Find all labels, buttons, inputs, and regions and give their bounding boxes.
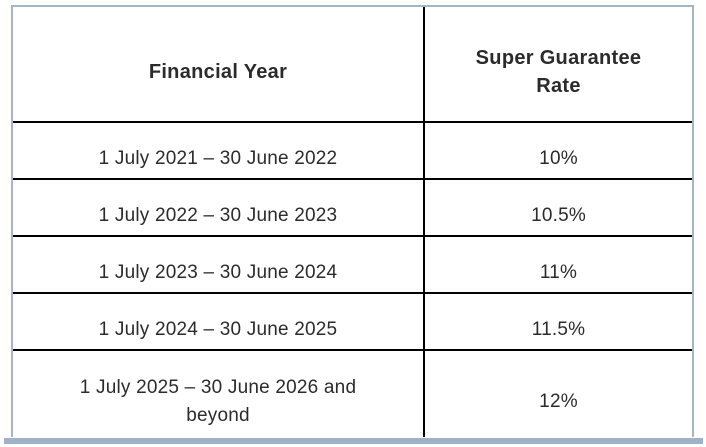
- bottom-divider-bar: [4, 438, 703, 444]
- financial-year-header-label: Financial Year: [148, 61, 288, 83]
- rate-value: 11%: [539, 261, 578, 283]
- rate-cell: 10%: [425, 123, 692, 178]
- financial-year-cell: 1 July 2025 – 30 June 2026 and beyond: [13, 351, 425, 437]
- rate-cell: 11%: [425, 237, 692, 292]
- rate-cell: 12%: [425, 351, 692, 437]
- table-row-fy2025-26-and-beyond: 1 July 2025 – 30 June 2026 and beyond 12…: [13, 349, 692, 437]
- table-header-row: Financial Year Super Guarantee Rate: [13, 7, 692, 121]
- table-row-fy2021-22: 1 July 2021 – 30 June 2022 10%: [13, 121, 692, 178]
- rate-cell: 11.5%: [425, 294, 692, 349]
- financial-year-value: 1 July 2022 – 30 June 2023: [98, 204, 338, 226]
- financial-year-cell: 1 July 2022 – 30 June 2023: [13, 180, 425, 235]
- rate-value: 10%: [539, 147, 578, 169]
- financial-year-cell: 1 July 2024 – 30 June 2025: [13, 294, 425, 349]
- financial-year-cell: 1 July 2021 – 30 June 2022: [13, 123, 425, 178]
- financial-year-value: 1 July 2025 – 30 June 2026 and beyond: [79, 377, 357, 426]
- financial-year-value: 1 July 2023 – 30 June 2024: [98, 261, 338, 283]
- financial-year-value: 1 July 2024 – 30 June 2025: [98, 318, 338, 340]
- table-row-fy2023-24: 1 July 2023 – 30 June 2024 11%: [13, 235, 692, 292]
- financial-year-value: 1 July 2021 – 30 June 2022: [98, 147, 338, 169]
- super-guarantee-rate-table: Financial Year Super Guarantee Rate 1 Ju…: [11, 5, 694, 437]
- rate-value: 12%: [539, 391, 578, 412]
- rate-value: 11.5%: [531, 318, 586, 340]
- table-row-fy2024-25: 1 July 2024 – 30 June 2025 11.5%: [13, 292, 692, 349]
- table-row-fy2022-23: 1 July 2022 – 30 June 2023 10.5%: [13, 178, 692, 235]
- column-header-super-guarantee-rate: Super Guarantee Rate: [425, 7, 692, 121]
- super-guarantee-rate-header-label: Super Guarantee Rate: [475, 47, 642, 97]
- rate-cell: 10.5%: [425, 180, 692, 235]
- rate-value: 10.5%: [531, 204, 586, 226]
- column-header-financial-year: Financial Year: [13, 7, 425, 121]
- financial-year-cell: 1 July 2023 – 30 June 2024: [13, 237, 425, 292]
